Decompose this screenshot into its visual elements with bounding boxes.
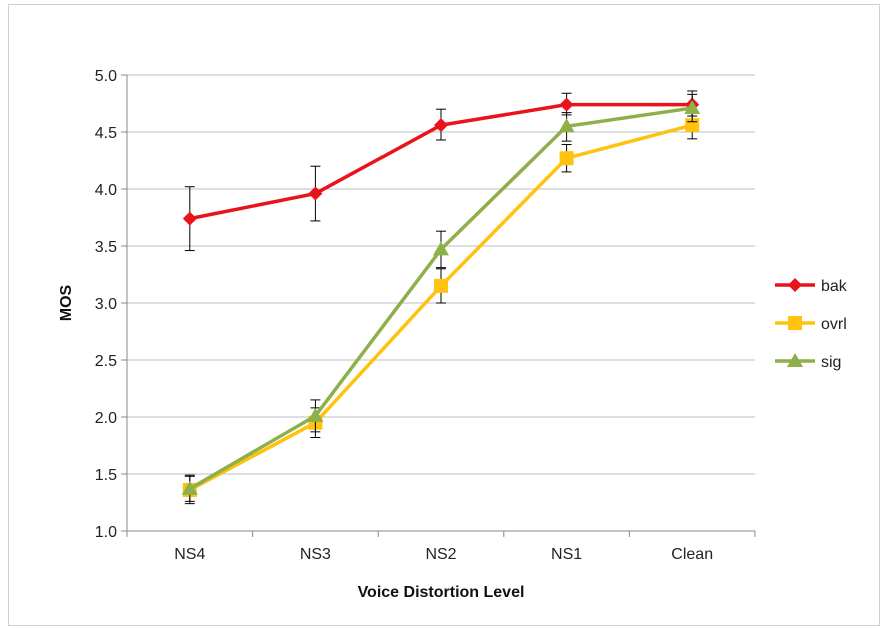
data-point-bak <box>434 118 448 133</box>
series-ovrl <box>182 110 700 505</box>
series-sig <box>181 93 701 502</box>
legend-marker <box>788 316 802 330</box>
y-tick-label: 3.0 <box>95 296 117 313</box>
data-point-bak <box>182 211 197 226</box>
data-point-bak <box>308 186 323 201</box>
legend-label: sig <box>821 354 841 371</box>
legend-label: ovrl <box>821 316 847 333</box>
x-tick-label: NS2 <box>425 546 456 563</box>
data-point-sig <box>181 480 198 495</box>
y-tick-label: 3.5 <box>95 239 117 256</box>
y-tick-label: 1.0 <box>95 524 117 541</box>
y-tick-label: 2.0 <box>95 410 117 427</box>
chart-canvas: 1.0 1.5 2.0 2.5 3.0 3.5 4.0 4.5 5.0 NS4 NS3 NS2 NS1 C… <box>58 68 848 601</box>
y-tick-label: 4.5 <box>95 125 117 142</box>
series-bak <box>182 90 700 252</box>
data-point-ovrl <box>559 151 574 166</box>
y-axis-title: MOS <box>58 284 75 321</box>
y-tick-label: 2.5 <box>95 353 117 370</box>
series-layer <box>181 90 701 505</box>
legend-item-sig: sig <box>775 353 841 371</box>
data-point-bak <box>559 97 574 112</box>
legend: bak ovrl sig <box>775 278 848 371</box>
x-tick-label: Clean <box>671 546 713 563</box>
tick-labels: 1.0 1.5 2.0 2.5 3.0 3.5 4.0 4.5 5.0 NS4 NS3 NS2 NS1 C… <box>95 68 713 563</box>
legend-marker <box>787 353 803 367</box>
legend-marker <box>788 278 802 292</box>
x-axis-title: Voice Distortion Level <box>358 584 525 601</box>
legend-label: bak <box>821 278 848 295</box>
axes <box>121 74 756 537</box>
x-tick-label: NS4 <box>174 546 205 563</box>
x-tick-label: NS3 <box>300 546 331 563</box>
y-tick-label: 5.0 <box>95 68 117 85</box>
chart-frame: 1.0 1.5 2.0 2.5 3.0 3.5 4.0 4.5 5.0 NS4 NS3 NS2 NS1 C… <box>8 4 880 626</box>
y-tick-label: 4.0 <box>95 182 117 199</box>
series-line-ovrl <box>188 123 693 492</box>
data-point-sig <box>433 241 449 256</box>
data-point-sig <box>558 118 575 133</box>
data-point-sig <box>684 100 701 115</box>
x-tick-label: NS1 <box>551 546 582 563</box>
legend-item-bak: bak <box>775 278 848 295</box>
y-tick-label: 1.5 <box>95 467 117 484</box>
data-point-sig <box>307 407 324 422</box>
data-point-ovrl <box>434 278 448 293</box>
legend-item-ovrl: ovrl <box>775 316 847 333</box>
